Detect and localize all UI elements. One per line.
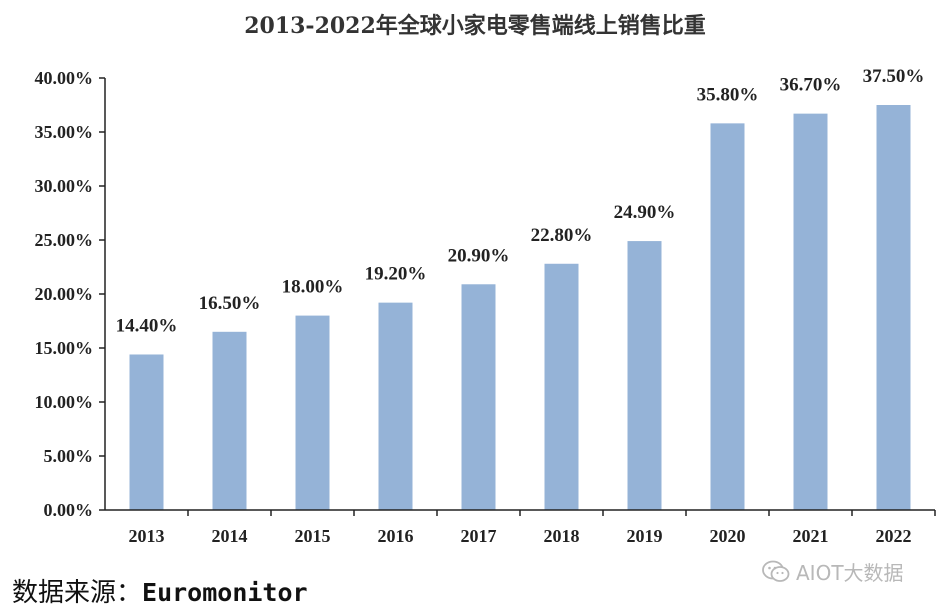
data-label: 16.50% [199,293,261,314]
source-label: 数据来源： [12,578,143,608]
x-tick-label: 2016 [378,526,414,546]
data-label: 14.40% [116,315,178,336]
x-tick-label: 2015 [295,526,331,546]
x-tick-label: 2013 [129,526,165,546]
bar [710,123,745,511]
watermark: AIOT大数据 [762,557,904,586]
bar [876,105,911,510]
x-tick-label: 2018 [544,526,580,546]
x-tick-label: 2022 [876,526,912,546]
x-tick-label: 2014 [212,526,248,546]
y-tick-label: 0.00% [44,500,94,520]
bar [627,241,662,510]
y-tick-label: 30.00% [35,176,94,196]
x-axis-ticks: 2013 2014 2015 2016 2017 2018 2019 2020 2021 2022 [129,510,936,546]
y-tick-label: 35.00% [35,122,94,142]
data-label: 19.20% [365,264,427,285]
data-label: 18.00% [282,277,344,298]
data-label: 35.80% [697,84,759,105]
data-label: 20.90% [448,245,510,266]
x-tick-label: 2017 [461,526,497,546]
y-tick-label: 5.00% [44,446,94,466]
data-source: 数据来源：Euromonitor [12,572,308,609]
bar [378,302,413,510]
data-label: 37.50% [863,66,925,87]
source-value: Euromonitor [142,578,308,607]
data-label: 36.70% [780,75,842,96]
bar [544,263,579,510]
bar [129,354,164,510]
data-label: 22.80% [531,225,593,246]
y-tick-label: 40.00% [35,68,94,88]
watermark-text: AIOT大数据 [796,561,904,585]
chart-title: 2013-2022年全球小家电零售端线上销售比重 [244,13,706,39]
x-tick-label: 2019 [627,526,663,546]
bar [793,113,828,510]
data-labels: 14.40% 16.50% 18.00% 19.20% 20.90% 22.80% 24.9… [116,66,925,336]
y-tick-label: 10.00% [35,392,94,412]
bars [129,105,911,511]
y-tick-label: 15.00% [35,338,94,358]
bar [295,315,330,510]
y-tick-label: 20.00% [35,284,94,304]
y-tick-label: 25.00% [35,230,94,250]
bar [461,284,496,510]
x-tick-label: 2021 [793,526,829,546]
wechat-icon [762,560,790,584]
bar [212,331,247,510]
data-label: 24.90% [614,202,676,223]
y-axis-ticks: 0.00% 5.00% 10.00% 15.00% 20.00% 25.00% 30.00%… [35,68,105,520]
x-tick-label: 2020 [710,526,746,546]
